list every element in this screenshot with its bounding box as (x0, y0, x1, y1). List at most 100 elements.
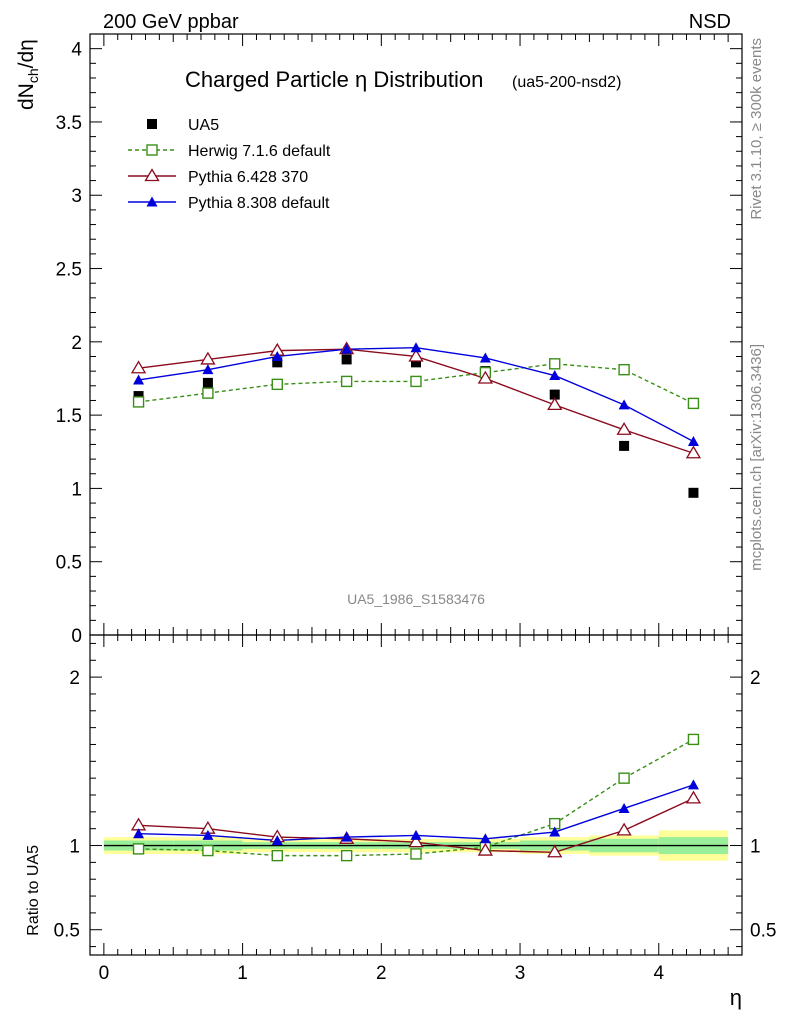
main-point-1-2 (271, 378, 283, 391)
main-y-tick-label: 4 (71, 40, 82, 61)
legend-label: Pythia 8.308 default (188, 195, 330, 212)
x-tick-label: 1 (237, 963, 248, 984)
ratio-point-0-0 (132, 843, 145, 855)
ratio-tick-layer: 0.5 0.5 1 1 2 2 0 1 2 3 4 (54, 635, 776, 984)
ratio-point-2-3 (341, 831, 353, 842)
legend-marker-2 (144, 168, 160, 182)
legend-marker-3 (146, 196, 158, 207)
main-panel: 0 0.5 1 1.5 2 2.5 3 3.5 4 Charged Particle η Dis… (15, 33, 743, 647)
ratio-point-1-4 (408, 834, 424, 848)
ratio-y-tick-label-right: 0.5 (750, 921, 776, 942)
ratio-point-2-5 (479, 833, 491, 844)
main-point-1-4 (410, 375, 422, 388)
main-tick-layer: 0 0.5 1 1.5 2 2.5 3 3.5 4 (56, 33, 742, 647)
main-y-tick-label: 2.5 (56, 260, 82, 281)
main-point-3-3 (341, 343, 353, 354)
legend: UA5 Herwig 7.1.6 default Pythia 6.428 370 P… (128, 117, 331, 212)
main-point-2-6 (547, 397, 563, 411)
main-point-3-0 (133, 374, 145, 385)
main-point-0-0 (133, 391, 144, 402)
main-subtitle: (ua5-200-nsd2) (512, 74, 621, 91)
ratio-y-tick-label: 1 (69, 837, 80, 858)
main-y-tick-label: 1.5 (56, 406, 82, 427)
ratio-point-0-4 (410, 848, 422, 860)
main-point-3-7 (618, 399, 630, 410)
main-point-1-6 (549, 358, 561, 370)
ratio-series-line-0 (138, 738, 694, 857)
main-point-1-1 (202, 387, 214, 399)
ratio-point-0-3 (340, 849, 353, 862)
main-y-tick-label: 0 (71, 626, 82, 647)
ylabel-main: dN (15, 83, 38, 110)
legend-label: Pythia 6.428 370 (188, 169, 308, 186)
main-y-tick-label: 2 (71, 333, 82, 354)
ratio-point-2-6 (549, 826, 561, 837)
ratio-point-0-8 (687, 733, 700, 746)
ratio-y-tick-label-right: 1 (750, 837, 761, 858)
main-y-tick-label: 0.5 (56, 553, 82, 574)
main-point-2-8 (685, 445, 702, 459)
main-point-1-0 (132, 396, 145, 408)
main-point-2-1 (200, 351, 216, 365)
ratio-frame (89, 634, 743, 956)
legend-label: UA5 (188, 117, 219, 134)
ratio-point-0-1 (202, 844, 214, 857)
x-tick-label: 3 (515, 963, 526, 984)
ratio-point-0-2 (271, 849, 283, 862)
main-y-axis-label: dNch/dη (15, 39, 41, 110)
main-point-0-6 (549, 389, 560, 400)
main-point-0-1 (202, 377, 213, 388)
ratio-panel: 0.5 0.5 1 1 2 2 0 1 2 3 4 Ratio to UA5 η (25, 634, 776, 1010)
analysis-label: UA5_1986_S1583476 (347, 591, 485, 607)
legend-marker-0 (147, 119, 157, 129)
main-point-3-4 (410, 342, 422, 353)
legend-marker-1 (146, 144, 158, 156)
main-point-0-7 (619, 440, 630, 451)
main-y-tick-label: 1 (71, 479, 82, 500)
main-point-1-3 (340, 375, 353, 388)
main-title: Charged Particle η Distribution (185, 67, 483, 92)
main-point-0-8 (688, 487, 699, 498)
main-y-tick-label: 3.5 (56, 113, 82, 134)
ratio-point-2-1 (202, 829, 214, 840)
ratio-point-2-7 (618, 802, 630, 813)
main-point-0-4 (411, 357, 421, 368)
ratio-series-layer (130, 733, 702, 862)
ratio-point-2-4 (410, 829, 422, 840)
x-axis-label: η (730, 985, 742, 1010)
main-point-0-3 (341, 354, 352, 365)
ratio-point-1-6 (547, 844, 563, 858)
ratio-point-1-8 (685, 790, 702, 804)
x-tick-label: 2 (376, 963, 387, 984)
ylabel-sub: ch (25, 68, 41, 83)
main-point-2-0 (130, 360, 147, 374)
main-point-1-7 (618, 363, 630, 376)
legend-label: Herwig 7.1.6 default (188, 143, 331, 160)
ratio-y-tick-label: 2 (69, 668, 80, 689)
main-point-3-8 (687, 436, 699, 447)
header-left-label: 200 GeV ppbar (103, 11, 239, 33)
main-point-3-1 (202, 364, 214, 375)
ratio-point-1-5 (477, 842, 494, 856)
ratio-point-0-7 (618, 772, 630, 784)
ratio-point-1-7 (616, 822, 632, 836)
header-right-label: NSD (689, 11, 731, 33)
ylabel-tail: /dη (15, 39, 38, 68)
mcplots-label: mcplots.cern.ch [arXiv:1306.3436] (748, 344, 765, 571)
ratio-y-axis-label: Ratio to UA5 (25, 845, 42, 936)
main-point-3-2 (271, 350, 283, 361)
ratio-point-2-8 (687, 779, 699, 790)
main-point-3-5 (479, 352, 491, 363)
ratio-point-2-2 (271, 834, 283, 845)
x-tick-label: 0 (99, 963, 110, 984)
ratio-point-1-0 (130, 817, 147, 831)
ratio-point-2-0 (133, 828, 145, 839)
main-point-2-7 (616, 422, 632, 435)
ratio-y-tick-label-right: 2 (750, 668, 761, 689)
main-series-layer (130, 341, 702, 498)
main-y-tick-label: 3 (71, 186, 82, 207)
main-point-1-8 (687, 397, 700, 410)
main-series-line-1 (138, 363, 694, 405)
main-point-0-2 (272, 357, 283, 368)
